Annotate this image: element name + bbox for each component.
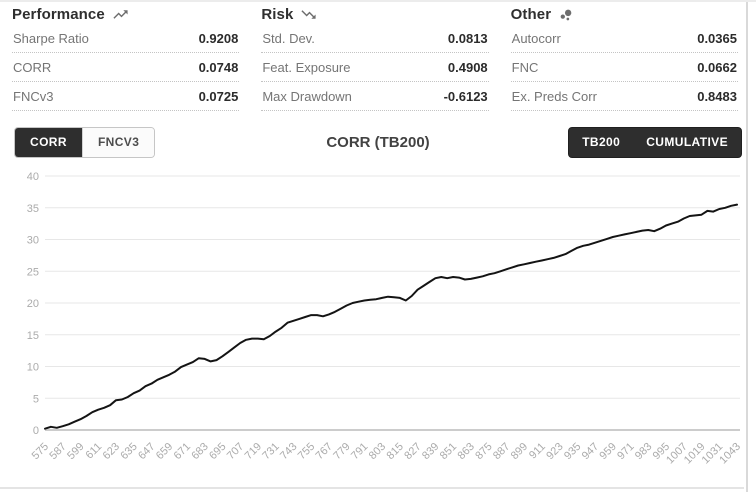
panel-right-divider (746, 2, 748, 492)
metric-row-corr: CORR 0.0748 (12, 53, 240, 82)
tb200-toggle-button[interactable]: TB200 (569, 128, 633, 157)
x-axis-label: 971 (615, 441, 636, 462)
x-axis-label: 731 (260, 441, 281, 462)
y-axis-label: 20 (27, 298, 39, 310)
x-axis-label: 875 (473, 441, 494, 462)
other-title-text: Other (510, 6, 552, 23)
x-axis-label: 803 (367, 441, 388, 462)
x-axis-label: 779 (331, 441, 352, 462)
performance-title-text: Performance (12, 6, 105, 23)
other-section: Other Autocorr 0.0365 FNC 0.0662 Ex. Pre… (510, 6, 738, 111)
metric-row-max-drawdown: Max Drawdown -0.6123 (261, 82, 489, 111)
panel-top-divider (0, 0, 756, 2)
x-axis-label: 755 (296, 441, 317, 462)
y-axis-label: 15 (27, 330, 39, 342)
y-axis-label: 25 (27, 266, 39, 278)
x-axis-label: 983 (633, 441, 654, 462)
metric-row-sharpe: Sharpe Ratio 0.9208 (12, 24, 240, 53)
metric-label: Max Drawdown (262, 89, 352, 104)
x-axis-label: 887 (491, 441, 512, 462)
x-axis-label: 815 (385, 441, 406, 462)
x-axis-label: 719 (243, 441, 264, 462)
y-axis-label: 5 (33, 393, 39, 405)
x-axis-label: 1043 (717, 441, 743, 467)
metric-toggle-group: CORR FNCV3 (14, 127, 156, 158)
metric-row-stddev: Std. Dev. 0.0813 (261, 24, 489, 53)
metric-row-fncv3: FNCv3 0.0725 (12, 82, 240, 111)
chart-title: CORR (TB200) (326, 134, 430, 151)
x-axis-label: 623 (101, 441, 122, 462)
panel-bottom-divider (0, 487, 744, 489)
metric-row-ex-preds-corr: Ex. Preds Corr 0.8483 (510, 82, 738, 111)
metric-label: CORR (13, 60, 52, 75)
x-axis-label: 683 (189, 441, 210, 462)
metric-value: 0.0365 (697, 31, 737, 46)
x-axis-label: 851 (438, 441, 459, 462)
risk-section-title: Risk (261, 6, 488, 23)
x-axis-label: 863 (456, 441, 477, 462)
x-axis-label: 791 (349, 441, 370, 462)
metric-label: Ex. Preds Corr (511, 89, 597, 104)
metric-label: FNCv3 (13, 89, 54, 104)
x-axis-label: 599 (65, 441, 86, 462)
trending-down-icon (301, 10, 317, 19)
metric-value: 0.0662 (697, 60, 737, 75)
chart-controls: CORR FNCV3 CORR (TB200) TB200 CUMULATIVE (14, 127, 742, 158)
metric-value: 0.0725 (198, 89, 239, 104)
metric-row-feat-exposure: Feat. Exposure 0.4908 (261, 53, 489, 82)
x-axis-label: 743 (278, 441, 299, 462)
metric-label: Std. Dev. (262, 31, 315, 46)
x-axis-label: 827 (402, 441, 423, 462)
risk-section: Risk Std. Dev. 0.0813 Feat. Exposure 0.4… (261, 6, 489, 111)
cumulative-toggle-button[interactable]: CUMULATIVE (633, 128, 741, 157)
metric-value: -0.6123 (443, 89, 488, 104)
x-axis-label: 947 (580, 441, 601, 462)
x-axis-label: 935 (562, 441, 583, 462)
metric-value: 0.8483 (697, 89, 737, 104)
risk-title-text: Risk (261, 6, 294, 23)
x-axis-label: 911 (527, 441, 548, 462)
x-axis-label: 923 (544, 441, 565, 462)
view-toggle-group: TB200 CUMULATIVE (568, 127, 742, 158)
trending-up-icon (113, 10, 128, 19)
x-axis-label: 659 (154, 441, 175, 462)
metric-label: Autocorr (511, 31, 561, 46)
bubble-chart-icon (560, 9, 572, 20)
x-axis-label: 707 (225, 441, 246, 462)
series-line (44, 203, 738, 430)
x-axis-label: 695 (207, 441, 228, 462)
x-axis-label: 587 (47, 441, 68, 462)
metric-value: 0.0748 (198, 60, 239, 75)
x-axis-label: 647 (136, 441, 157, 462)
y-axis-label: 40 (27, 171, 39, 183)
corr-toggle-button[interactable]: CORR (15, 128, 82, 157)
performance-section-title: Performance (12, 6, 239, 23)
metric-value: 0.9208 (198, 31, 239, 46)
y-axis-label: 0 (33, 425, 39, 437)
x-axis-label: 671 (172, 441, 193, 462)
x-axis-label: 611 (83, 441, 104, 462)
cumulative-corr-line-chart[interactable]: 0 5 10 15 20 25 30 35 40 575587599611623635647659… (0, 162, 756, 492)
metric-label: Feat. Exposure (262, 60, 351, 75)
fncv3-toggle-button[interactable]: FNCV3 (81, 128, 155, 157)
x-axis-label: 635 (118, 441, 139, 462)
other-section-title: Other (511, 6, 738, 23)
metric-label: FNC (511, 60, 539, 75)
metric-value: 0.4908 (447, 60, 488, 75)
x-axis-label: 899 (509, 441, 530, 462)
metric-row-autocorr: Autocorr 0.0365 (510, 24, 738, 53)
metric-label: Sharpe Ratio (13, 31, 89, 46)
x-axis-label: 767 (314, 441, 335, 462)
x-axis-label: 575 (30, 441, 51, 462)
x-axis-label: 839 (420, 441, 441, 462)
y-axis-label: 35 (27, 203, 39, 215)
metric-value: 0.0813 (447, 31, 488, 46)
x-axis-label: 959 (597, 441, 618, 462)
y-axis-label: 10 (27, 362, 39, 374)
performance-section: Performance Sharpe Ratio 0.9208 CORR 0.0… (12, 6, 240, 111)
y-axis-label: 30 (27, 235, 39, 247)
metric-row-fnc: FNC 0.0662 (510, 53, 738, 82)
stats-summary: Performance Sharpe Ratio 0.9208 CORR 0.0… (12, 6, 738, 111)
